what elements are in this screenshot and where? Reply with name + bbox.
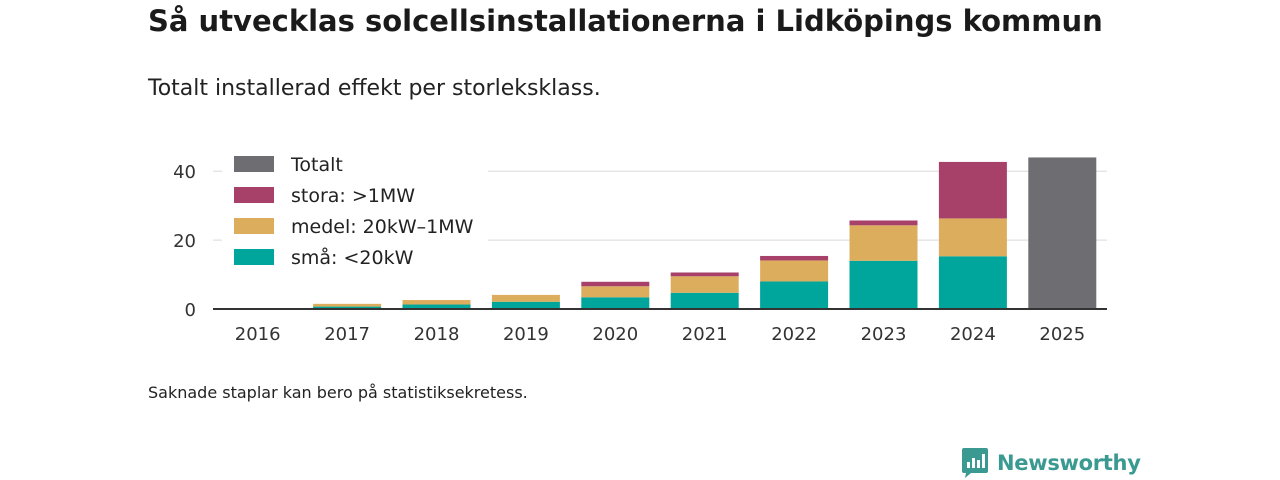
bar-segment[interactable] xyxy=(760,281,829,309)
x-tick-label: 2025 xyxy=(1039,324,1085,345)
bar-segment[interactable] xyxy=(938,256,1007,309)
bar-segment[interactable] xyxy=(938,218,1007,257)
bar-segment[interactable] xyxy=(581,297,650,309)
legend-label: stora: >1MW xyxy=(291,185,415,207)
bar-segment[interactable] xyxy=(849,260,918,309)
chart-title: Så utvecklas solcellsinstallationerna i … xyxy=(148,4,1103,38)
stacked-bar-chart: 0 20 40 2016 2017 2018 2019 2020 2021 2022 2023 202… xyxy=(173,150,1107,345)
x-tick-label: 2020 xyxy=(592,324,638,345)
bar-segment[interactable] xyxy=(313,306,382,309)
legend: Totalt stora: >1MW medel: 20kW–1MW små: <20… xyxy=(222,150,488,274)
legend-label: Totalt xyxy=(290,154,343,176)
x-tick-label: 2017 xyxy=(324,324,370,345)
legend-label: små: <20kW xyxy=(291,246,414,269)
legend-label: medel: 20kW–1MW xyxy=(291,216,474,238)
y-tick-label: 20 xyxy=(173,231,196,252)
x-tick-label: 2019 xyxy=(503,324,549,345)
brand-name: Newsworthy xyxy=(997,451,1141,475)
bar-segment[interactable] xyxy=(849,220,918,226)
bar-segment[interactable] xyxy=(760,260,829,282)
legend-swatch xyxy=(234,187,274,203)
bar-segment[interactable] xyxy=(938,161,1007,219)
legend-swatch xyxy=(234,156,274,172)
bars xyxy=(223,157,1097,310)
y-tick-label: 40 xyxy=(173,162,196,183)
newsworthy-logo[interactable]: Newsworthy xyxy=(961,447,1141,479)
bar-segment[interactable] xyxy=(849,225,918,261)
x-tick-label: 2023 xyxy=(861,324,907,345)
x-tick-label: 2024 xyxy=(950,324,996,345)
bar-segment[interactable] xyxy=(670,276,739,293)
bar-segment[interactable] xyxy=(402,304,471,309)
chart-subtitle: Totalt installerad effekt per storlekskl… xyxy=(148,76,601,101)
y-tick-label: 0 xyxy=(185,300,196,321)
bar-segment[interactable] xyxy=(491,301,560,309)
axes: 0 20 40 2016 2017 2018 2019 2020 2021 2022 2023 202… xyxy=(173,162,1107,345)
bar-segment[interactable] xyxy=(402,300,471,305)
legend-swatch xyxy=(234,218,274,234)
bar-segment[interactable] xyxy=(670,272,739,277)
legend-swatch xyxy=(234,249,274,265)
footnote: Saknade staplar kan bero på statistiksek… xyxy=(148,383,528,402)
bar-segment[interactable] xyxy=(581,281,650,287)
bar-segment[interactable] xyxy=(491,294,560,302)
x-tick-label: 2018 xyxy=(414,324,460,345)
bar-segment[interactable] xyxy=(760,255,829,261)
bar-segment[interactable] xyxy=(313,303,382,307)
bar-segment[interactable] xyxy=(1028,157,1097,309)
x-tick-label: 2016 xyxy=(235,324,281,345)
x-tick-label: 2022 xyxy=(771,324,817,345)
bar-segment[interactable] xyxy=(670,292,739,309)
bar-segment[interactable] xyxy=(581,286,650,298)
newsworthy-logo-icon xyxy=(962,448,988,478)
x-tick-label: 2021 xyxy=(682,324,728,345)
